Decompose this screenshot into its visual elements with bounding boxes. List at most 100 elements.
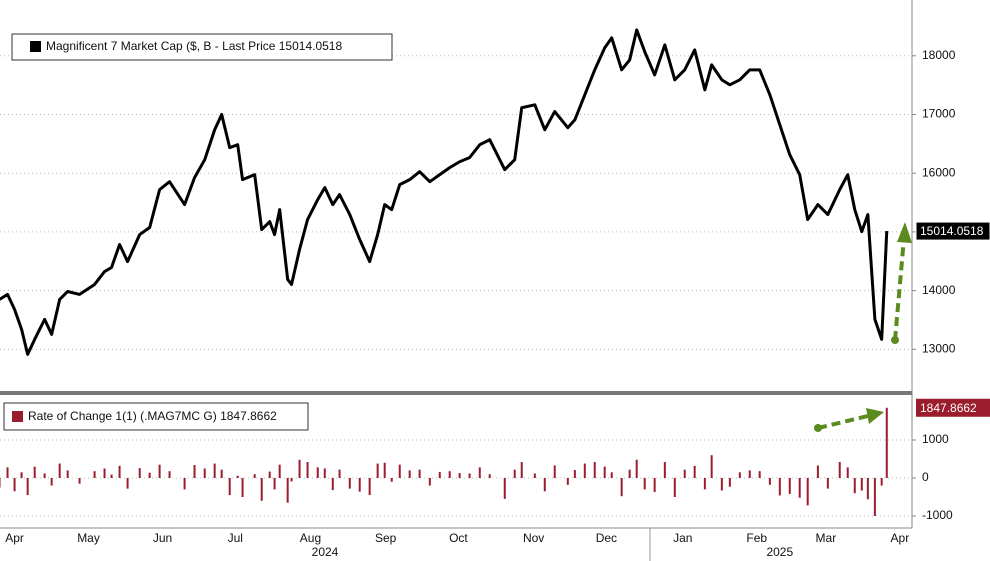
bar (720, 477, 723, 491)
bar (213, 463, 216, 478)
bar (513, 469, 516, 478)
bar (43, 473, 46, 478)
bar (520, 462, 523, 478)
bar (438, 471, 441, 478)
x-tick-label: Jan (673, 531, 692, 545)
bar (148, 472, 151, 478)
bar (316, 467, 319, 478)
bar (593, 462, 596, 478)
bar (710, 455, 713, 478)
bar (478, 467, 481, 478)
bar (428, 477, 431, 486)
bar (6, 467, 9, 478)
bar (693, 465, 696, 478)
bar (543, 477, 546, 492)
bar (866, 477, 869, 500)
bar (183, 477, 186, 490)
legend-swatch (30, 41, 41, 52)
bar (683, 469, 686, 478)
bar (653, 477, 656, 493)
bar (33, 466, 36, 478)
x-tick-label: Jun (153, 531, 172, 545)
y-tick-label: 17000 (922, 107, 956, 121)
bar (193, 465, 196, 478)
bar (748, 470, 751, 478)
x-tick-label: Mar (816, 531, 837, 545)
bar (738, 472, 741, 478)
legend-label: Rate of Change 1(1) (.MAG7MC G) 1847.866… (28, 409, 277, 423)
x-tick-label: Nov (523, 531, 544, 545)
bar (398, 464, 401, 478)
bar (458, 473, 461, 478)
bar (110, 474, 113, 478)
last-value-label: 1847.8662 (920, 401, 977, 415)
bar (885, 407, 888, 478)
bar (533, 473, 536, 478)
bar (203, 468, 206, 478)
y-tick-label: 1000 (922, 432, 949, 446)
bar (298, 459, 301, 478)
bar (628, 469, 631, 478)
y-tick-label: -1000 (922, 508, 953, 522)
bar (50, 477, 53, 486)
bar (673, 477, 676, 497)
bar (286, 477, 289, 503)
bar (643, 477, 646, 490)
bar (728, 477, 731, 487)
bar (358, 477, 361, 492)
bar (408, 470, 411, 478)
arrow-annotation (891, 222, 912, 344)
bar (273, 477, 276, 490)
bar (126, 477, 129, 489)
bar (663, 462, 666, 478)
bar (873, 477, 876, 516)
y-tick-label: 13000 (922, 341, 956, 355)
bar (758, 471, 761, 478)
bar (620, 477, 623, 497)
bar (798, 477, 801, 498)
bar (158, 464, 161, 478)
panel-separator (0, 391, 912, 395)
bar (376, 463, 379, 478)
legend-box (3, 402, 309, 431)
bar (13, 477, 16, 492)
bar (846, 467, 849, 478)
bar (448, 471, 451, 478)
bar (635, 459, 638, 478)
bar (278, 464, 281, 478)
bar (768, 477, 771, 485)
year-label: 2024 (312, 545, 339, 559)
y-tick-label: 14000 (922, 283, 956, 297)
last-value-tag (916, 398, 990, 417)
bar (418, 469, 421, 478)
bar (338, 469, 341, 478)
bar (838, 462, 841, 478)
bar (348, 477, 351, 489)
x-tick-label: Sep (375, 531, 397, 545)
bar (488, 474, 491, 478)
bar (0, 477, 1, 488)
arrow-annotation (814, 408, 884, 432)
y-tick-label: 0 (922, 470, 929, 484)
x-tick-label: Oct (449, 531, 468, 545)
bar (778, 477, 781, 496)
bar (603, 466, 606, 478)
x-tick-label: May (77, 531, 100, 545)
bar (58, 463, 61, 478)
bar (610, 472, 613, 478)
bar (220, 469, 223, 478)
bar (788, 477, 791, 494)
bar (306, 462, 309, 478)
bar (853, 477, 856, 494)
bar (390, 477, 393, 482)
legend-label: Magnificent 7 Market Cap ($, B - Last Pr… (46, 39, 342, 53)
bar (78, 477, 81, 484)
bar (826, 477, 829, 489)
last-value-label: 15014.0518 (920, 224, 984, 238)
y-tick-label: 18000 (922, 48, 956, 62)
year-label: 2025 (766, 545, 793, 559)
bar (268, 471, 271, 478)
plot-layer: 13000140001500016000170001800015014.0518… (0, 28, 990, 559)
